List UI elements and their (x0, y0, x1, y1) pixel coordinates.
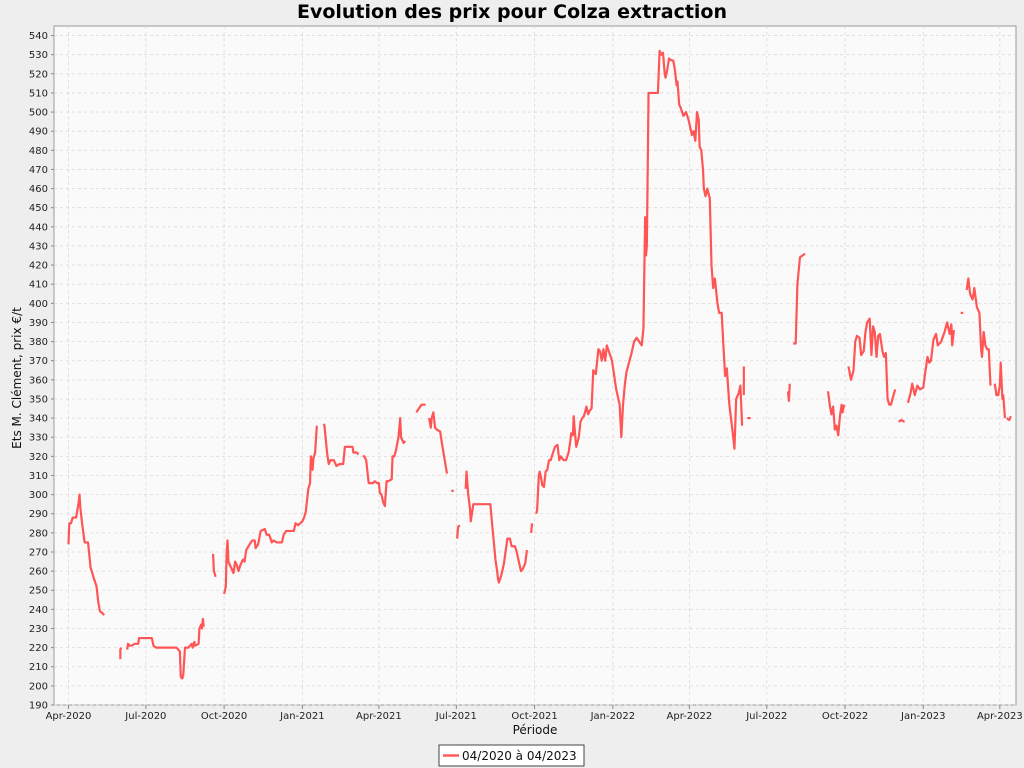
y-tick-label: 370 (29, 356, 48, 367)
x-tick-label: Apr-2020 (46, 711, 92, 722)
y-tick-label: 400 (29, 299, 48, 310)
x-tick-label: Oct-2021 (511, 711, 557, 722)
y-tick-label: 230 (29, 624, 48, 635)
chart-title: Evolution des prix pour Colza extraction (297, 1, 727, 23)
series-line-segment (119, 647, 123, 660)
x-tick-label: Jan-2023 (900, 711, 945, 722)
x-tick-label: Oct-2022 (822, 711, 868, 722)
y-tick-label: 240 (29, 605, 48, 616)
y-tick-label: 210 (29, 662, 48, 673)
series-line-segment (464, 470, 529, 584)
y-tick-label: 520 (29, 69, 48, 80)
series-line-segment (786, 383, 791, 402)
series-group (67, 49, 1012, 680)
y-tick-label: 350 (29, 394, 48, 405)
y-tick-label: 490 (29, 127, 48, 138)
x-tick-label: Jul-2021 (435, 711, 477, 722)
y-tick-label: 530 (29, 50, 48, 61)
series-line-segment (965, 277, 992, 386)
y-tick-label: 290 (29, 509, 48, 520)
series-line-segment (67, 493, 106, 616)
y-tick-label: 330 (29, 433, 48, 444)
y-tick-label: 250 (29, 586, 48, 597)
legend: 04/2020 à 04/2023 (438, 744, 585, 767)
y-tick-label: 280 (29, 528, 48, 539)
series-line-segment (428, 411, 449, 474)
y-tick-label: 510 (29, 88, 48, 99)
legend-label: 04/2020 à 04/2023 (462, 749, 577, 763)
x-tick-label: Oct-2020 (201, 711, 247, 722)
x-tick-label: Jul-2022 (745, 711, 787, 722)
y-tick-label: 420 (29, 261, 48, 272)
series-line-segment (362, 417, 407, 508)
y-tick-label: 430 (29, 241, 48, 252)
x-tick-label: Apr-2021 (356, 711, 402, 722)
series-line-segment (993, 361, 1007, 419)
y-tick-label: 450 (29, 203, 48, 214)
series-line-segment (906, 321, 956, 404)
x-tick-label: Jul-2020 (124, 711, 166, 722)
series-line-segment (535, 49, 744, 514)
y-tick-label: 200 (29, 681, 48, 692)
y-tick-label: 340 (29, 414, 48, 425)
series-line-segment (126, 617, 205, 680)
series-line-segment (322, 423, 360, 468)
plot-area (53, 25, 1017, 706)
y-tick-label: 310 (29, 471, 48, 482)
y-tick-label: 300 (29, 490, 48, 501)
x-tick-label: Apr-2022 (667, 711, 713, 722)
series-line-segment (415, 403, 426, 413)
y-tick-label: 190 (29, 701, 48, 712)
series-line-segment (793, 252, 806, 345)
legend-box (438, 744, 585, 767)
y-tick-label: 480 (29, 146, 48, 157)
series-line-segment (530, 523, 534, 533)
x-tick-label: Apr-2023 (977, 711, 1023, 722)
x-tick-label: Jan-2021 (279, 711, 324, 722)
y-tick-label: 470 (29, 165, 48, 176)
series-line-segment (826, 391, 846, 437)
y-tick-label: 460 (29, 184, 48, 195)
y-tick-label: 380 (29, 337, 48, 348)
series-line-segment (847, 317, 897, 406)
y-axis-label: Ets M. Clément, prix €/t (10, 307, 24, 449)
series-line-segment (1005, 415, 1012, 422)
series-line-segment (897, 418, 906, 423)
y-tick-label: 540 (29, 31, 48, 42)
series-line-segment (211, 553, 217, 578)
y-tick-label: 500 (29, 108, 48, 119)
x-tick-label: Jan-2022 (590, 711, 635, 722)
series-line-segment (223, 425, 318, 595)
series-line-segment (456, 524, 461, 539)
y-tick-label: 360 (29, 375, 48, 386)
y-tick-label: 270 (29, 547, 48, 558)
y-tick-label: 440 (29, 222, 48, 233)
y-tick-label: 220 (29, 643, 48, 654)
x-axis-ticks: Apr-2020 Jul-2020 Oct-2020 Jan-2021 Apr-2021… (46, 705, 1023, 722)
y-tick-label: 260 (29, 567, 48, 578)
y-tick-label: 390 (29, 318, 48, 329)
y-tick-label: 410 (29, 280, 48, 291)
y-tick-label: 320 (29, 452, 48, 463)
y-axis-ticks: 190 200 210 220 230 240 250 260 270 280 290 300 310 3… (29, 31, 54, 712)
x-axis-label: Période (513, 723, 558, 737)
